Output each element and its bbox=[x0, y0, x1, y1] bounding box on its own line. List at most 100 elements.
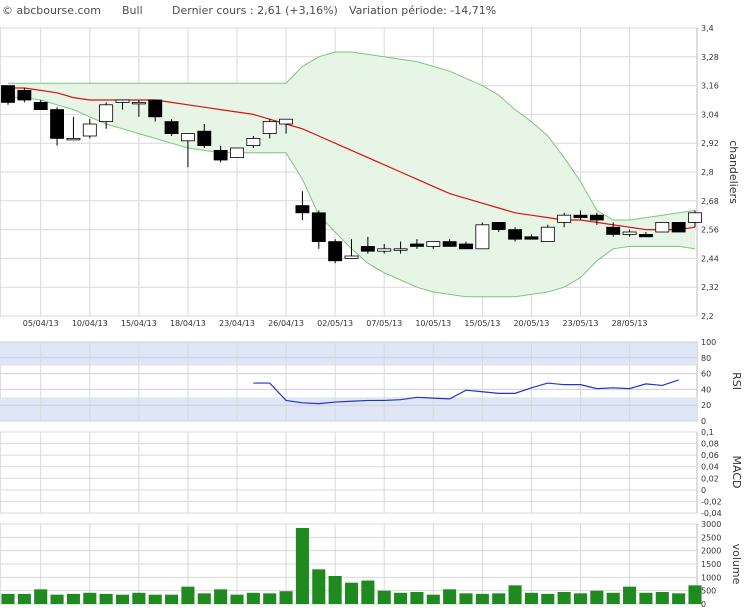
volume-bar bbox=[410, 592, 424, 604]
candle-body-up bbox=[115, 99, 130, 103]
candle-body-up bbox=[475, 224, 490, 250]
volume-bar bbox=[557, 592, 571, 604]
candle bbox=[262, 119, 277, 139]
volume-bar bbox=[475, 593, 489, 604]
rsi-tick-label: 60 bbox=[701, 370, 711, 379]
volume-bar bbox=[50, 594, 64, 604]
volume-bar bbox=[541, 593, 555, 604]
candle-body-up bbox=[66, 137, 81, 141]
candle-body-down bbox=[148, 99, 163, 118]
volume-bar bbox=[606, 592, 620, 604]
candle-body-down bbox=[638, 233, 653, 238]
candle bbox=[540, 224, 555, 242]
volume-bar bbox=[443, 589, 457, 604]
candle bbox=[409, 239, 424, 249]
volume-tick-label: 2500 bbox=[701, 533, 721, 542]
volume-bar bbox=[148, 594, 162, 604]
volume-bar bbox=[672, 593, 686, 604]
volume-bar bbox=[197, 593, 211, 604]
volume-bar bbox=[17, 593, 31, 604]
volume-bar bbox=[639, 592, 653, 604]
candle-body-down bbox=[295, 205, 310, 214]
candle bbox=[671, 221, 686, 233]
candle bbox=[115, 99, 130, 110]
price-tick-label: 3,04 bbox=[701, 110, 719, 119]
volume-tick-label: 1000 bbox=[701, 573, 721, 582]
volume-bar bbox=[426, 594, 440, 604]
price-tick-label: 3,16 bbox=[701, 82, 719, 91]
volume-bar bbox=[66, 593, 80, 604]
candle bbox=[573, 210, 588, 220]
candle bbox=[393, 241, 408, 254]
candle bbox=[442, 239, 457, 247]
volume-bar bbox=[524, 592, 538, 604]
candle bbox=[606, 222, 621, 237]
volume-bar bbox=[344, 582, 359, 604]
macd-tick-label: -0,04 bbox=[701, 509, 722, 518]
volume-bar bbox=[181, 586, 195, 604]
price-tick-label: 2,8 bbox=[701, 168, 714, 177]
candle bbox=[524, 234, 539, 240]
candle bbox=[622, 229, 637, 237]
candle bbox=[33, 100, 48, 111]
candle bbox=[230, 147, 244, 159]
candle-body-down bbox=[491, 221, 506, 230]
candle-body-up bbox=[82, 123, 97, 137]
candle bbox=[279, 118, 294, 134]
candle-body-down bbox=[17, 90, 32, 101]
date-tick-label: 23/05/13 bbox=[563, 319, 599, 328]
date-tick-label: 05/04/13 bbox=[23, 319, 59, 328]
candle bbox=[50, 107, 65, 146]
candle bbox=[508, 227, 523, 242]
macd-tick-label: 0,06 bbox=[701, 451, 719, 460]
date-tick-label: 15/04/13 bbox=[121, 319, 157, 328]
date-tick-label: 07/05/13 bbox=[366, 319, 402, 328]
macd-tick-label: 0,1 bbox=[701, 428, 714, 437]
candle-body-up bbox=[279, 118, 294, 125]
candle bbox=[17, 88, 32, 103]
candle-body-up bbox=[655, 221, 670, 233]
candle-body-up bbox=[262, 121, 277, 134]
site-name: © abcbourse.com bbox=[2, 4, 101, 17]
date-tick-label: 20/05/13 bbox=[513, 319, 549, 328]
rsi-oversold-zone bbox=[0, 397, 697, 421]
candle bbox=[377, 244, 392, 254]
volume-bar bbox=[214, 589, 228, 604]
volume-bar bbox=[573, 593, 588, 604]
candle-body-down bbox=[589, 214, 604, 221]
price-tick-label: 2,32 bbox=[701, 283, 719, 292]
volume-bar bbox=[34, 589, 48, 604]
volume-bar bbox=[394, 592, 408, 604]
volume-tick-label: 500 bbox=[701, 587, 716, 596]
volume-bar bbox=[295, 528, 309, 604]
candle-body-down bbox=[606, 226, 621, 235]
volume-bar bbox=[115, 594, 130, 604]
macd-tick-label: -0,02 bbox=[701, 497, 722, 506]
candle bbox=[311, 210, 326, 249]
volume-bar bbox=[492, 593, 506, 604]
candle bbox=[688, 210, 702, 228]
price-tick-label: 2,92 bbox=[701, 139, 719, 148]
volume-bar bbox=[99, 593, 113, 604]
volume-bar bbox=[590, 590, 604, 604]
candle-body-up bbox=[344, 255, 359, 259]
volume-bar bbox=[377, 590, 391, 604]
candle-body-down bbox=[1, 85, 15, 103]
candle-body-up bbox=[131, 102, 146, 105]
macd-tick-label: 0,02 bbox=[701, 474, 719, 483]
volume-bar bbox=[312, 569, 326, 604]
date-tick-label: 26/04/13 bbox=[268, 319, 304, 328]
macd-tick-label: 0,08 bbox=[701, 440, 719, 449]
bollinger-upper-line bbox=[8, 51, 696, 221]
candle-body-up bbox=[557, 214, 572, 223]
volume-bar bbox=[361, 580, 375, 604]
price-panel-label: chandeliers bbox=[727, 140, 740, 204]
candle bbox=[475, 222, 490, 250]
candle bbox=[295, 191, 310, 220]
rsi-tick-label: 80 bbox=[701, 354, 711, 363]
volume-bar bbox=[508, 585, 522, 604]
volume-bar bbox=[1, 593, 15, 604]
volume-bar bbox=[328, 576, 342, 604]
volume-tick-label: 3000 bbox=[701, 520, 721, 529]
